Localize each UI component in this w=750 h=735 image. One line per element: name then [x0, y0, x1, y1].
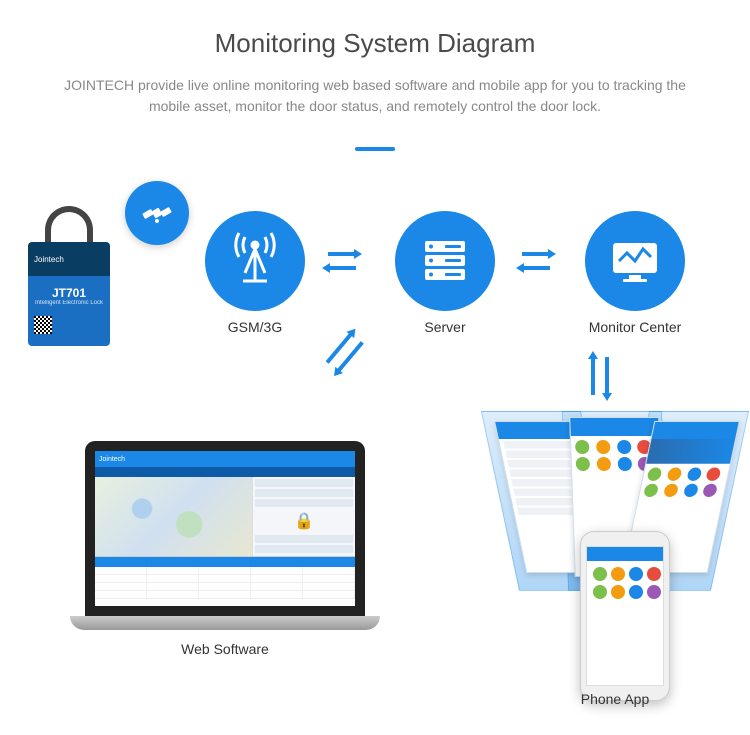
app-icon	[596, 440, 610, 454]
arrow-right-icon	[322, 249, 362, 259]
app-icon	[686, 468, 702, 481]
gsm-node	[205, 211, 305, 311]
app-icon	[611, 567, 625, 581]
page-subtitle: JOINTECH provide live online monitoring …	[0, 59, 750, 117]
laptop-web-software: Jointech 🔒	[70, 441, 380, 630]
server-icon	[415, 231, 475, 291]
device-top: Jointech	[28, 242, 110, 276]
app-icon	[682, 484, 698, 497]
antenna-icon	[223, 229, 287, 293]
app-icon	[611, 585, 625, 599]
app-icon	[646, 468, 662, 481]
server-label: Server	[395, 319, 495, 335]
laptop-brand: Jointech	[99, 456, 125, 463]
arrow-server-monitor	[516, 249, 556, 273]
device-body: JT701 Intelligent Electronic Lock	[28, 276, 110, 346]
monitor-node	[585, 211, 685, 311]
laptop-base	[70, 616, 380, 630]
phone-label: Phone App	[555, 691, 675, 707]
app-icon	[575, 440, 589, 454]
app-icon	[702, 484, 718, 497]
app-icon	[629, 567, 643, 581]
arrow-left-icon	[516, 263, 556, 273]
lock-shackle-icon	[45, 206, 93, 242]
laptop-screen: Jointech 🔒	[85, 441, 365, 616]
device-lock: Jointech JT701 Intelligent Electronic Lo…	[28, 206, 110, 346]
gsm-label: GSM/3G	[205, 319, 305, 335]
app-icon	[647, 585, 661, 599]
app-icon	[593, 567, 607, 581]
laptop-menubar	[95, 467, 355, 477]
app-icon	[596, 457, 610, 471]
app-icon	[647, 567, 661, 581]
web-label: Web Software	[145, 641, 305, 657]
arrow-left-icon	[322, 263, 362, 273]
map-icon	[95, 477, 252, 556]
app-icon	[643, 484, 659, 497]
diagram-canvas: Jointech JT701 Intelligent Electronic Lo…	[0, 151, 750, 711]
arrow-gsm-server	[322, 249, 362, 273]
app-icon	[706, 468, 722, 481]
qr-icon	[34, 316, 52, 334]
lock-icon: 🔒	[255, 509, 353, 533]
app-icon	[576, 457, 590, 471]
app-icon	[629, 585, 643, 599]
arrow-right-icon	[516, 249, 556, 259]
app-icon	[593, 585, 607, 599]
monitor-label: Monitor Center	[575, 319, 695, 335]
server-node	[395, 211, 495, 311]
device-model: JT701	[34, 282, 104, 300]
satellite-icon	[137, 193, 177, 233]
laptop-sidebar: 🔒	[252, 477, 355, 556]
laptop-table	[95, 556, 355, 606]
app-icon	[666, 468, 682, 481]
page-title: Monitoring System Diagram	[0, 0, 750, 59]
app-icon	[617, 440, 631, 454]
phone-device	[580, 531, 670, 701]
phone-app	[500, 411, 730, 701]
device-sub: Intelligent Electronic Lock	[34, 300, 104, 306]
app-icon	[617, 457, 631, 471]
device-brand: Jointech	[34, 255, 64, 264]
laptop-topbar: Jointech	[95, 451, 355, 467]
app-icon	[663, 484, 679, 497]
satellite-node	[125, 181, 189, 245]
monitor-icon	[605, 231, 665, 291]
